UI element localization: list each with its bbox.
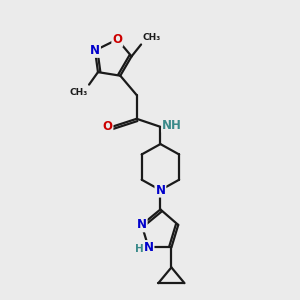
- Text: N: N: [137, 218, 147, 231]
- Text: NH: NH: [162, 119, 182, 132]
- Text: CH₃: CH₃: [69, 88, 88, 97]
- Text: N: N: [90, 44, 100, 57]
- Text: CH₃: CH₃: [142, 32, 161, 41]
- Text: O: O: [112, 33, 122, 46]
- Text: H: H: [135, 244, 143, 254]
- Text: N: N: [155, 184, 165, 196]
- Text: N: N: [143, 241, 154, 254]
- Text: O: O: [103, 120, 112, 133]
